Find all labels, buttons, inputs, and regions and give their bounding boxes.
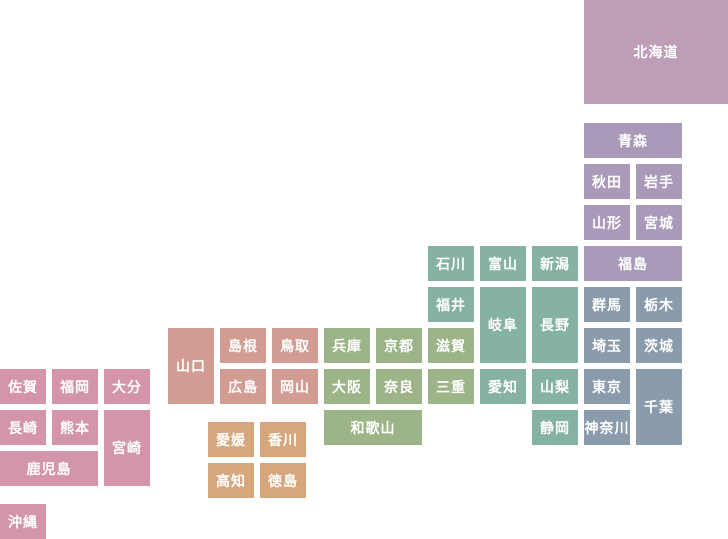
prefecture-fukui[interactable]: 福井 xyxy=(428,287,474,322)
prefecture-shizuoka[interactable]: 静岡 xyxy=(532,410,578,445)
prefecture-kanagawa[interactable]: 神奈川 xyxy=(584,410,630,445)
prefecture-tochigi[interactable]: 栃木 xyxy=(636,287,682,322)
prefecture-mie[interactable]: 三重 xyxy=(428,369,474,404)
prefecture-akita[interactable]: 秋田 xyxy=(584,164,630,199)
prefecture-iwate[interactable]: 岩手 xyxy=(636,164,682,199)
prefecture-fukushima[interactable]: 福島 xyxy=(584,246,682,281)
prefecture-saitama[interactable]: 埼玉 xyxy=(584,328,630,363)
prefecture-okayama[interactable]: 岡山 xyxy=(272,369,318,404)
prefecture-miyagi[interactable]: 宮城 xyxy=(636,205,682,240)
prefecture-wakayama[interactable]: 和歌山 xyxy=(324,410,422,445)
prefecture-nagano[interactable]: 長野 xyxy=(532,287,578,363)
prefecture-kumamoto[interactable]: 熊本 xyxy=(52,410,98,445)
prefecture-shiga[interactable]: 滋賀 xyxy=(428,328,474,363)
prefecture-okinawa[interactable]: 沖縄 xyxy=(0,504,46,539)
prefecture-hiroshima[interactable]: 広島 xyxy=(220,369,266,404)
prefecture-saga[interactable]: 佐賀 xyxy=(0,369,46,404)
prefecture-kyoto[interactable]: 京都 xyxy=(376,328,422,363)
prefecture-ibaraki[interactable]: 茨城 xyxy=(636,328,682,363)
prefecture-tottori[interactable]: 鳥取 xyxy=(272,328,318,363)
prefecture-yamaguchi[interactable]: 山口 xyxy=(168,328,214,404)
prefecture-oita[interactable]: 大分 xyxy=(104,369,150,404)
prefecture-aichi[interactable]: 愛知 xyxy=(480,369,526,404)
prefecture-toyama[interactable]: 富山 xyxy=(480,246,526,281)
prefecture-nagasaki[interactable]: 長崎 xyxy=(0,410,46,445)
prefecture-miyazaki[interactable]: 宮崎 xyxy=(104,410,150,486)
prefecture-hyogo[interactable]: 兵庫 xyxy=(324,328,370,363)
prefecture-yamanashi[interactable]: 山梨 xyxy=(532,369,578,404)
prefecture-hokkaido[interactable]: 北海道 xyxy=(584,0,728,104)
prefecture-kochi[interactable]: 高知 xyxy=(208,463,254,498)
prefecture-ishikawa[interactable]: 石川 xyxy=(428,246,474,281)
prefecture-nara[interactable]: 奈良 xyxy=(376,369,422,404)
prefecture-yamagata[interactable]: 山形 xyxy=(584,205,630,240)
prefecture-gifu[interactable]: 岐阜 xyxy=(480,287,526,363)
prefecture-kagawa[interactable]: 香川 xyxy=(260,422,306,457)
prefecture-fukuoka[interactable]: 福岡 xyxy=(52,369,98,404)
prefecture-ehime[interactable]: 愛媛 xyxy=(208,422,254,457)
prefecture-osaka[interactable]: 大阪 xyxy=(324,369,370,404)
prefecture-shimane[interactable]: 島根 xyxy=(220,328,266,363)
prefecture-gunma[interactable]: 群馬 xyxy=(584,287,630,322)
prefecture-niigata[interactable]: 新潟 xyxy=(532,246,578,281)
prefecture-chiba[interactable]: 千葉 xyxy=(636,369,682,445)
prefecture-aomori[interactable]: 青森 xyxy=(584,123,682,158)
prefecture-kagoshima[interactable]: 鹿児島 xyxy=(0,451,98,486)
prefecture-tokushima[interactable]: 徳島 xyxy=(260,463,306,498)
prefecture-tokyo[interactable]: 東京 xyxy=(584,369,630,404)
